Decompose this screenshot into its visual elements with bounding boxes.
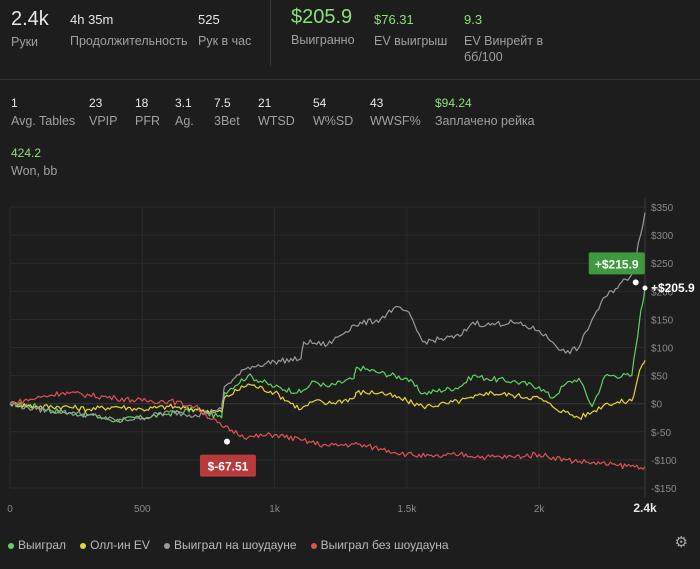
legend-item-showdown[interactable]: Выиграл на шоудауне: [163, 538, 297, 552]
profit-chart: -$150 -$100 $-50 $0 $50 $100 $150 $200 $250 $300 $…: [7, 197, 695, 515]
stat-3bet: 7.5 3Bet: [214, 96, 240, 129]
stat-ev-winrate-label-1: EV Винрейт в: [464, 34, 544, 48]
stat-won-value: $205.9: [291, 6, 353, 28]
legend-label: Выиграл: [18, 538, 67, 552]
stat-label: WWSF%: [370, 114, 421, 128]
stat-value: 424.2: [11, 146, 42, 160]
y-tick-label: $250: [651, 259, 674, 270]
stat-ev-winrate-label-2: бб/100: [464, 50, 503, 64]
stat-label: W%SD: [313, 114, 354, 128]
y-tick-label: $50: [651, 372, 668, 383]
stat-label: Avg. Tables: [11, 114, 76, 128]
x-tick-label: 0: [7, 504, 13, 515]
series-line: [9, 360, 646, 420]
stat-ev-won: $76.31 EV выигрыш: [374, 12, 447, 49]
legend-item-nonshowdown[interactable]: Выиграл без шоудауна: [310, 538, 449, 552]
min-point-marker: [223, 438, 230, 445]
y-tick-label: $150: [651, 315, 674, 326]
stat-value: 54: [313, 96, 327, 110]
stat-rake-paid: $94.24 Заплачено рейка: [435, 96, 535, 129]
stat-hands-per-hour: 525 Рук в час: [198, 12, 251, 49]
legend-label: Выиграл без шоудауна: [320, 538, 449, 552]
min-annotation-box: [199, 454, 256, 477]
stat-duration: 4h 35m Продолжительность: [70, 12, 188, 49]
stat-won-label: Выигранно: [291, 33, 355, 47]
series-line: [9, 287, 646, 424]
max-annotation-box: [588, 252, 645, 275]
legend-dot: [80, 542, 87, 549]
stat-label: 3Bet: [214, 114, 240, 128]
legend-item-won[interactable]: Выиграл: [8, 538, 66, 552]
stat-hands-value: 2.4k: [11, 8, 49, 30]
stat-hands: 2.4k Руки: [11, 8, 49, 50]
y-tick-label: $100: [651, 344, 674, 355]
stat-wsd: 54 W%SD: [313, 96, 353, 129]
y-tick-label: -$150: [651, 484, 677, 495]
x-tick-label: 1.5k: [397, 504, 417, 515]
stat-hands-label: Руки: [11, 35, 39, 49]
stat-hands-per-hour-value: 525: [198, 12, 220, 27]
stat-wtsd: 21 WTSD: [258, 96, 295, 129]
stat-label: VPIP: [89, 114, 118, 128]
legend-label: Олл-ин EV: [90, 538, 150, 552]
gear-icon[interactable]: ⚙: [674, 534, 688, 551]
stat-value: 3.1: [175, 96, 192, 110]
stat-label: WTSD: [258, 114, 295, 128]
stat-won-bb: 424.2 Won, bb: [11, 146, 57, 179]
x-tick-label: 500: [134, 504, 151, 515]
x-end-label: 2.4k: [633, 501, 657, 515]
stat-label: Won, bb: [11, 164, 58, 178]
stat-value: 21: [258, 96, 272, 110]
max-annotation-label: +$215.9: [595, 257, 639, 271]
y-tick-label: $-50: [651, 428, 671, 439]
stat-value: 23: [89, 96, 103, 110]
y-tick-label: $0: [651, 400, 663, 411]
stat-value: 7.5: [214, 96, 231, 110]
stat-pfr: 18 PFR: [135, 96, 160, 129]
stat-hands-per-hour-label: Рук в час: [198, 34, 252, 48]
stat-value: 1: [11, 96, 18, 110]
y-tick-label: $350: [651, 203, 674, 214]
stat-avg-tables: 1 Avg. Tables: [11, 96, 75, 129]
stat-ev-won-value: $76.31: [374, 12, 414, 27]
summary-separator: [0, 79, 700, 80]
stat-ev-winrate-value: 9.3: [464, 12, 483, 27]
stat-duration-label: Продолжительность: [70, 34, 188, 48]
stat-duration-value: 4h 35m: [70, 12, 114, 27]
legend-dot: [8, 542, 14, 549]
stat-ag: 3.1 Ag.: [175, 96, 194, 129]
stat-ev-winrate: 9.3 EV Винрейт в бб/100: [464, 12, 543, 65]
series-line: [9, 390, 646, 470]
stat-ev-won-label: EV выигрыш: [374, 34, 448, 48]
stat-vpip: 23 VPIP: [89, 96, 118, 129]
last-point-marker: [642, 285, 648, 291]
stat-wwsf: 43 WWSF%: [370, 96, 421, 129]
x-tick-label: 2k: [534, 504, 546, 515]
legend-label: Выиграл на шоудауне: [173, 538, 297, 552]
stat-value: 43: [370, 96, 384, 110]
series-line: [9, 212, 646, 423]
min-annotation-label: $-67.51: [208, 460, 249, 474]
y-tick-label: $300: [651, 231, 674, 242]
stat-label: Заплачено рейка: [435, 114, 535, 128]
stat-value: $94.24: [435, 96, 472, 110]
stat-label: Ag.: [175, 114, 194, 128]
summary-divider: [270, 0, 271, 66]
stat-label: PFR: [135, 114, 160, 128]
y-tick-label: -$100: [651, 456, 677, 467]
chart-legend: Выиграл Олл-ин EV Выиграл на шоудауне Вы…: [8, 538, 449, 552]
stat-won: $205.9 Выигранно: [291, 6, 355, 48]
y-tick-label: $200: [651, 287, 674, 298]
legend-item-allin-ev[interactable]: Олл-ин EV: [80, 538, 150, 552]
stat-value: 18: [135, 96, 149, 110]
legend-dot: [163, 542, 170, 549]
x-tick-label: 1k: [269, 504, 281, 515]
legend-dot: [310, 542, 317, 549]
last-value-label: +$205.9: [651, 281, 695, 295]
max-point-marker: [632, 279, 639, 286]
